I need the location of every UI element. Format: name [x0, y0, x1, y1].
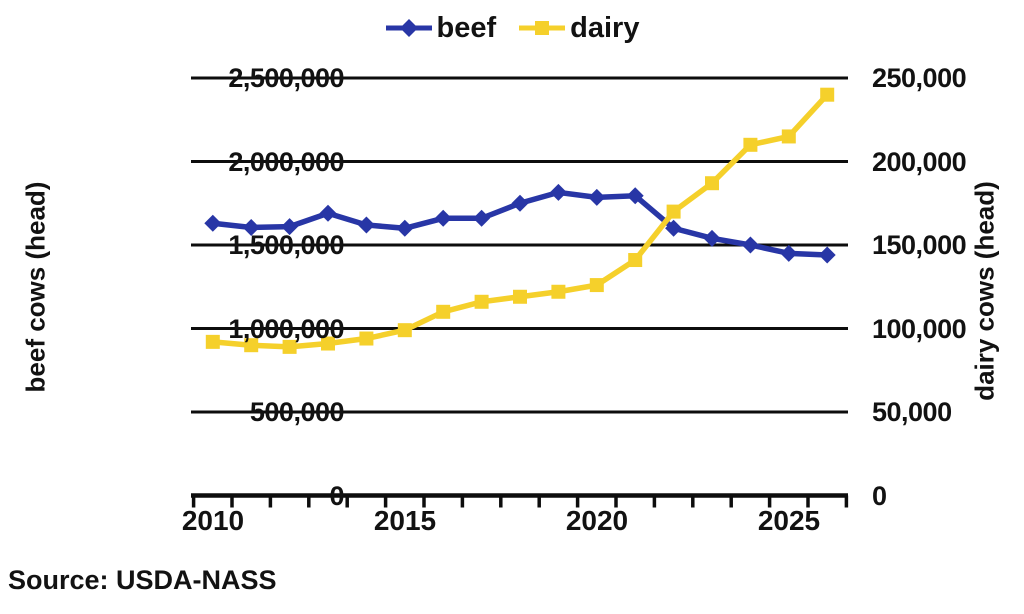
legend-item-beef: beef: [385, 12, 497, 44]
right-axis-title: dairy cows (head): [969, 181, 1000, 401]
right-tick: 200,000: [872, 147, 967, 177]
legend-label-dairy: dairy: [570, 12, 640, 44]
legend: beef dairy: [0, 12, 1024, 44]
left-tick: 1,000,000: [228, 314, 344, 344]
x-tick: 2025: [757, 505, 821, 536]
legend-item-dairy: dairy: [518, 12, 639, 44]
x-tick: 2010: [181, 505, 245, 536]
x-tick: 2020: [565, 505, 629, 536]
right-tick: 50,000: [872, 397, 952, 427]
right-tick: 0: [872, 481, 887, 511]
source-note: Source: USDA-NASS: [8, 565, 277, 595]
right-tick: 150,000: [872, 230, 967, 260]
left-axis-title: beef cows (head): [20, 181, 51, 393]
left-tick: 1,500,000: [228, 230, 344, 260]
dairy-line-square-icon: [519, 21, 566, 35]
left-tick: 2,000,000: [228, 147, 344, 177]
left-tick: 500,000: [249, 397, 345, 427]
left-tick: 2,500,000: [228, 63, 344, 93]
x-tick: 2015: [373, 505, 437, 536]
right-tick: 250,000: [872, 63, 967, 93]
beef-line-diamond-icon: [385, 19, 432, 37]
right-tick: 100,000: [872, 314, 967, 344]
left-tick: 0: [329, 481, 344, 511]
legend-label-beef: beef: [436, 12, 497, 44]
